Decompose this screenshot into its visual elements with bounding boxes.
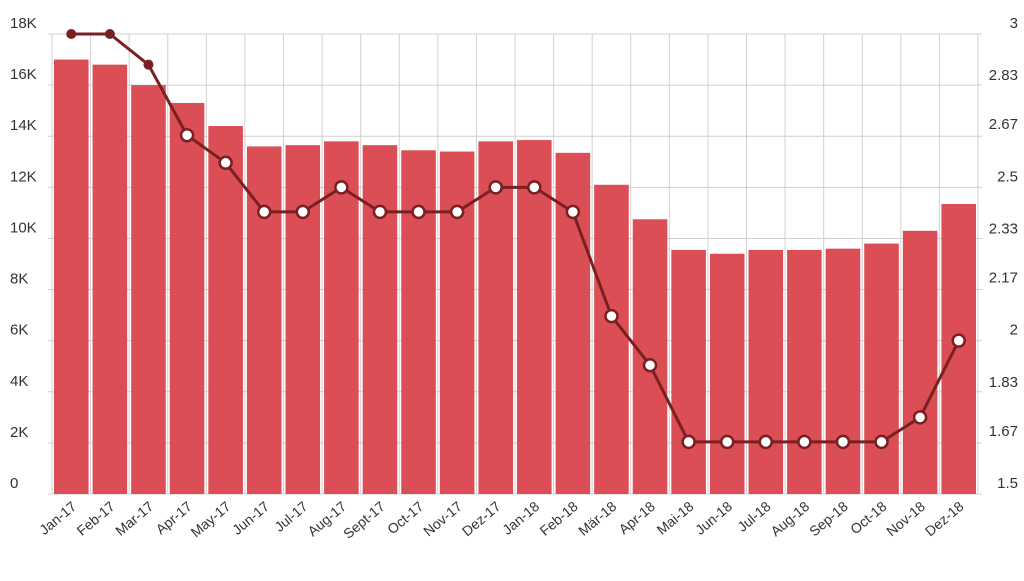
y-left-tick-label: 12K — [10, 168, 37, 185]
line-point — [256, 204, 272, 220]
line-point — [143, 59, 154, 70]
y-left-tick-label: 0 — [10, 475, 18, 492]
x-tick-label: Jan-18 — [499, 498, 542, 538]
bar — [709, 253, 745, 494]
line-point — [334, 180, 349, 195]
x-tick-label: Jan-17 — [36, 498, 79, 538]
bar — [517, 140, 552, 495]
y-right-tick-label: 1.5 — [997, 475, 1018, 492]
bar — [246, 146, 282, 494]
y-left-tick-label: 6K — [10, 322, 28, 339]
line-point — [912, 410, 928, 425]
bar — [748, 249, 784, 494]
y-right-tick-label: 2.17 — [989, 270, 1018, 287]
x-tick-label: Feb-18 — [537, 498, 581, 539]
bar-series — [54, 59, 976, 495]
x-tick-label: Jul-18 — [734, 498, 774, 535]
bar — [362, 145, 398, 494]
line-point — [179, 127, 195, 143]
x-tick-label: Feb-17 — [74, 498, 118, 539]
y-left-tick-label: 10K — [10, 219, 37, 236]
x-tick-label: Nov-18 — [883, 498, 928, 539]
bar — [864, 243, 899, 494]
bar — [131, 85, 166, 494]
y-left-tick-label: 14K — [10, 117, 37, 134]
line-point — [604, 308, 619, 324]
bar — [324, 141, 359, 495]
y-left-tick-label: 18K — [10, 15, 37, 32]
y-right-tick-label: 2.83 — [989, 67, 1018, 84]
bar — [169, 103, 205, 494]
line-series — [66, 29, 966, 450]
bar — [825, 248, 861, 494]
x-tick-label: Dez-17 — [459, 498, 504, 539]
y-right-tick-label: 2.67 — [989, 116, 1018, 133]
bar — [285, 145, 321, 494]
x-tick-label: Sep-18 — [806, 498, 851, 539]
y-right-tick-label: 2 — [1010, 322, 1018, 339]
x-tick-label: Jul-17 — [271, 498, 311, 535]
line-point — [104, 29, 115, 39]
bar — [401, 150, 436, 494]
x-tick-label: Apr-17 — [152, 498, 195, 537]
line-point — [295, 204, 311, 220]
x-tick-label: Mar-17 — [112, 498, 156, 539]
y-axis-left: 0 2K 4K 6K 8K 10K 12K 14K 16K 18K — [10, 15, 37, 492]
bar — [92, 64, 128, 495]
bar — [941, 203, 976, 494]
x-tick-label: Oct-18 — [847, 498, 890, 537]
x-tick-label: Jun-17 — [229, 498, 272, 538]
bar — [671, 249, 706, 494]
line-point — [835, 434, 851, 450]
x-tick-label: Sept-17 — [340, 498, 388, 542]
x-tick-label: Nov-17 — [420, 498, 465, 539]
line-point — [874, 434, 889, 450]
x-tick-label: Oct-17 — [384, 498, 427, 537]
x-tick-label: Dez-18 — [922, 498, 967, 539]
y-right-tick-label: 2.5 — [997, 168, 1018, 185]
y-left-tick-label: 2K — [10, 424, 28, 441]
x-tick-label: Aug-18 — [767, 498, 812, 539]
x-tick-label: Jun-18 — [692, 498, 735, 538]
bar — [478, 141, 513, 495]
bar — [902, 230, 938, 494]
line-point — [218, 155, 233, 171]
line-point — [719, 434, 735, 450]
x-tick-label: Mai-18 — [653, 498, 696, 538]
y-axis-right: 1.5 1.67 1.83 2 2.17 2.33 2.5 2.67 2.83 3 — [989, 15, 1018, 492]
bar — [787, 249, 822, 494]
x-tick-label: Apr-18 — [615, 498, 658, 537]
bar — [54, 59, 89, 495]
line-point — [66, 29, 77, 39]
line-point — [488, 180, 503, 195]
line-point — [372, 204, 388, 220]
line-point — [411, 204, 426, 220]
line-point — [797, 434, 812, 450]
line-point — [758, 434, 774, 450]
y-left-tick-label: 4K — [10, 373, 28, 390]
line-point — [449, 204, 465, 220]
bar — [632, 219, 668, 494]
line-point — [565, 204, 581, 220]
bar — [594, 184, 629, 494]
line-point — [681, 434, 696, 450]
line-point — [642, 357, 658, 373]
y-right-tick-label: 2.33 — [989, 220, 1018, 237]
y-left-tick-label: 16K — [10, 66, 37, 83]
y-right-tick-label: 1.83 — [989, 374, 1018, 391]
x-tick-label: May-17 — [188, 498, 234, 540]
line-point — [527, 180, 542, 195]
y-right-tick-label: 1.67 — [989, 423, 1018, 440]
y-right-tick-label: 3 — [1010, 15, 1018, 32]
line-point — [951, 333, 966, 348]
x-tick-label: Mär-18 — [575, 498, 619, 539]
bar — [208, 126, 243, 494]
y-left-tick-label: 8K — [10, 271, 28, 288]
